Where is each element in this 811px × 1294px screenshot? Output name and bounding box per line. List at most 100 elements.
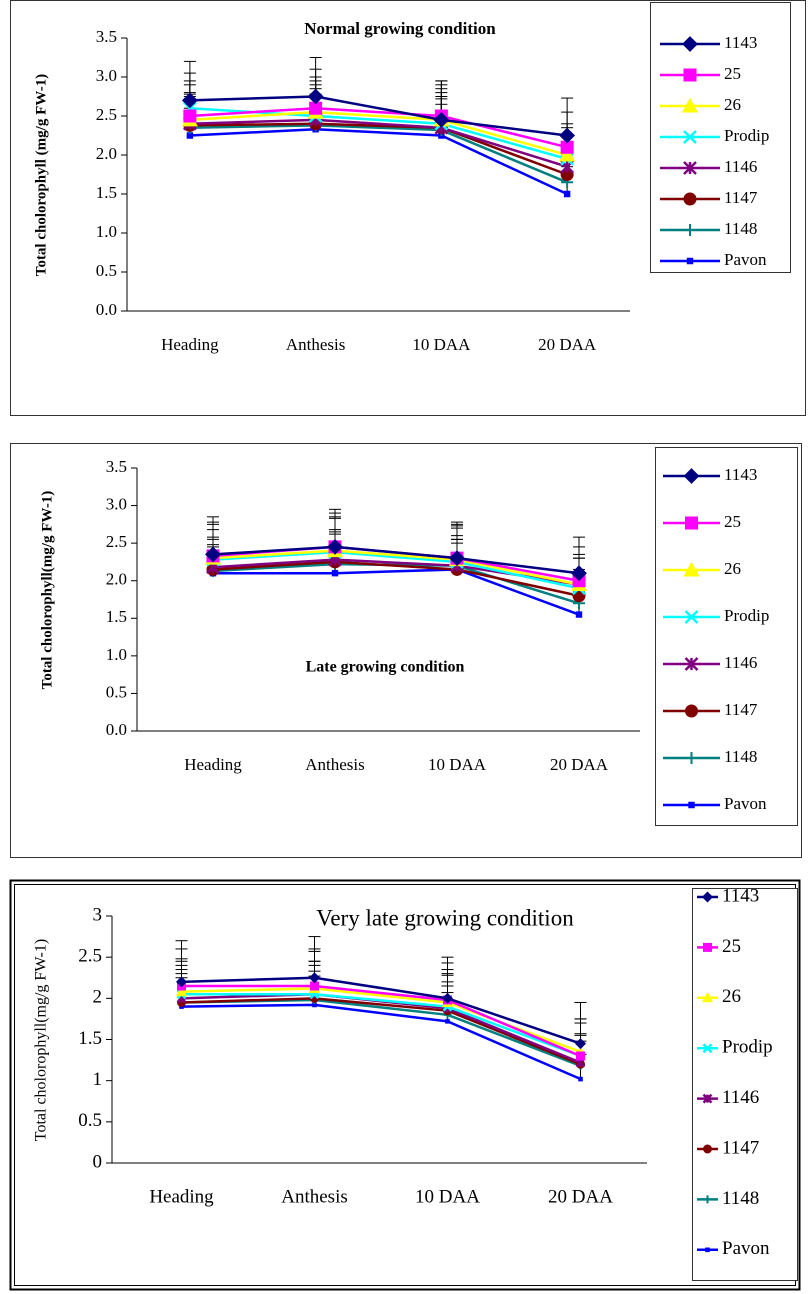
y-tick-label: 1.5 bbox=[96, 183, 117, 202]
legend-label: 26 bbox=[724, 95, 741, 114]
legend-marker bbox=[685, 752, 698, 764]
x-tick-label: 20 DAA bbox=[548, 1186, 613, 1207]
legend-marker bbox=[681, 97, 699, 113]
legend-marker bbox=[683, 161, 697, 175]
y-tick-label: 2.5 bbox=[96, 105, 117, 124]
marker bbox=[445, 1019, 450, 1024]
legend-marker bbox=[701, 991, 714, 1003]
legend-marker bbox=[686, 257, 694, 265]
x-tick-label: Heading bbox=[184, 755, 242, 774]
marker bbox=[571, 565, 587, 582]
legend-marker bbox=[702, 1043, 713, 1054]
x-tick-label: 20 DAA bbox=[550, 755, 609, 774]
legend-label: 1147 bbox=[724, 700, 758, 719]
legend-label: Pavon bbox=[724, 250, 767, 269]
legend-marker bbox=[684, 224, 696, 236]
marker bbox=[205, 546, 221, 563]
y-tick-label: 2.0 bbox=[96, 144, 117, 163]
y-tick-label: 3.0 bbox=[96, 66, 117, 85]
legend-marker bbox=[703, 1144, 712, 1154]
chart-title: Very late growing condition bbox=[316, 905, 574, 930]
x-tick-label: Anthesis bbox=[281, 1186, 348, 1207]
legend-label: Prodip bbox=[724, 126, 769, 145]
series-line bbox=[212, 549, 580, 586]
legend-marker bbox=[703, 942, 712, 952]
y-tick-label: 2.5 bbox=[78, 946, 102, 967]
legend-marker bbox=[685, 516, 698, 530]
x-tick-label: Heading bbox=[161, 335, 219, 354]
series-line bbox=[189, 124, 568, 184]
chart-title: Normal growing condition bbox=[304, 19, 496, 38]
y-tick-label: 0.0 bbox=[96, 300, 117, 319]
marker bbox=[175, 985, 188, 997]
series-line bbox=[181, 976, 581, 1045]
y-tick-label: 0.5 bbox=[78, 1110, 102, 1131]
series-line bbox=[189, 95, 568, 137]
series-line bbox=[213, 568, 580, 616]
x-tick-label: 10 DAA bbox=[428, 755, 487, 774]
legend-label: 25 bbox=[722, 936, 741, 957]
legend-label: 1148 bbox=[724, 219, 757, 238]
marker bbox=[183, 109, 197, 123]
series-line bbox=[189, 106, 568, 149]
marker bbox=[331, 570, 339, 577]
series-line bbox=[181, 992, 581, 1058]
legend-label: 26 bbox=[722, 986, 741, 1007]
legend-label: Pavon bbox=[722, 1238, 770, 1259]
legend-box bbox=[692, 888, 798, 1281]
y-tick-label: 1.5 bbox=[106, 607, 127, 626]
marker bbox=[181, 92, 198, 109]
marker bbox=[441, 992, 454, 1004]
series-line bbox=[181, 984, 581, 1058]
y-tick-label: 0.5 bbox=[96, 261, 117, 280]
legend-marker bbox=[684, 657, 699, 671]
x-tick-label: 20 DAA bbox=[538, 335, 597, 354]
x-tick-label: Anthesis bbox=[286, 335, 346, 354]
legend-label: 25 bbox=[724, 512, 741, 531]
legend-label: 1147 bbox=[722, 1137, 759, 1158]
legend-label: Pavon bbox=[724, 794, 767, 813]
series-line bbox=[181, 1003, 581, 1081]
y-axis-label: Total cholorophyll (mg/g FW-1) bbox=[33, 74, 49, 276]
y-axis-label: Total cholorophyll(mg/g FW-1) bbox=[33, 939, 50, 1141]
marker bbox=[433, 111, 450, 128]
y-tick-label: 3.5 bbox=[96, 27, 117, 46]
legend-label: 1147 bbox=[724, 188, 758, 207]
legend-label: 1146 bbox=[724, 157, 757, 176]
legend-label: Prodip bbox=[724, 606, 769, 625]
series-line bbox=[189, 128, 568, 196]
legend-marker bbox=[683, 468, 700, 484]
x-tick-label: 10 DAA bbox=[415, 1186, 480, 1207]
legend-label: 25 bbox=[724, 64, 741, 83]
y-tick-label: 3 bbox=[93, 904, 103, 925]
marker bbox=[575, 611, 583, 618]
series-line bbox=[212, 545, 580, 575]
marker bbox=[310, 981, 319, 991]
legend-marker bbox=[683, 130, 697, 144]
series-line bbox=[189, 110, 568, 157]
series-line bbox=[181, 997, 581, 1066]
y-tick-label: 3.0 bbox=[106, 494, 127, 513]
legend-marker bbox=[705, 1247, 710, 1253]
series-line bbox=[212, 560, 580, 597]
legend-marker bbox=[684, 610, 699, 624]
legend-marker bbox=[688, 801, 695, 809]
y-tick-label: 2.0 bbox=[106, 570, 127, 589]
y-tick-label: 3.5 bbox=[106, 457, 127, 476]
legend-label: 1143 bbox=[722, 885, 759, 906]
legend-label: 1146 bbox=[722, 1087, 759, 1108]
marker bbox=[327, 538, 343, 555]
y-tick-label: 2 bbox=[93, 987, 103, 1008]
legend-marker bbox=[683, 192, 697, 206]
marker bbox=[563, 190, 571, 198]
marker bbox=[578, 1076, 583, 1082]
marker bbox=[449, 550, 465, 567]
legend-box bbox=[655, 447, 798, 826]
marker bbox=[308, 972, 321, 984]
marker bbox=[559, 146, 576, 162]
legend-label: 1146 bbox=[724, 653, 757, 672]
y-axis-label: Total cholorophyll(mg/g FW-1) bbox=[39, 491, 55, 690]
y-tick-label: 2.5 bbox=[106, 532, 127, 551]
y-tick-label: 0.5 bbox=[106, 682, 127, 701]
